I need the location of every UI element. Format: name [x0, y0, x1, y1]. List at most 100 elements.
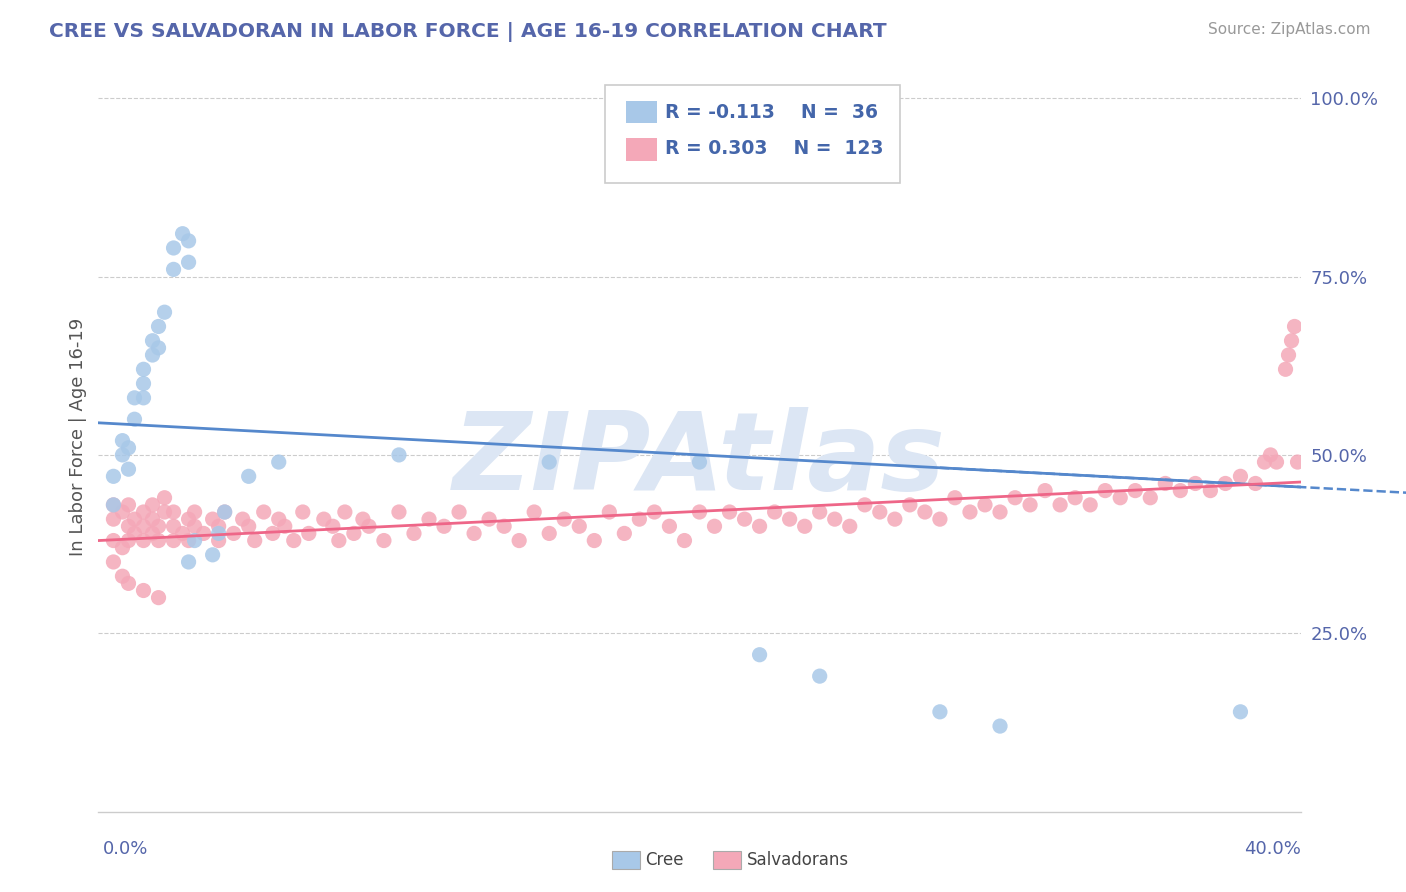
Point [357, 519, 380, 533]
Point [283, 533, 305, 548]
Point [124, 526, 146, 541]
Point [463, 526, 485, 541]
Point [111, 505, 134, 519]
Point [988, 505, 1011, 519]
Text: Source: ZipAtlas.com: Source: ZipAtlas.com [1208, 22, 1371, 37]
Point [1277, 348, 1299, 362]
Point [869, 505, 891, 519]
Point [779, 512, 801, 526]
Point [222, 526, 245, 541]
Text: 40.0%: 40.0% [1244, 840, 1301, 858]
Point [111, 434, 134, 448]
Point [1229, 469, 1251, 483]
Point [148, 319, 170, 334]
Point [208, 519, 231, 533]
Point [718, 505, 741, 519]
Point [1286, 455, 1309, 469]
Point [183, 533, 205, 548]
Point [183, 519, 205, 533]
Point [494, 519, 516, 533]
Point [208, 533, 231, 548]
Point [568, 519, 591, 533]
Point [177, 555, 200, 569]
Point [748, 519, 770, 533]
Point [103, 533, 125, 548]
Point [103, 555, 125, 569]
Point [177, 255, 200, 269]
Point [267, 455, 290, 469]
Point [974, 498, 997, 512]
Point [312, 512, 335, 526]
Point [193, 526, 215, 541]
Point [1281, 334, 1303, 348]
Text: ZIPAtlas: ZIPAtlas [453, 407, 946, 513]
Point [141, 498, 163, 512]
Point [734, 512, 756, 526]
Point [1049, 498, 1071, 512]
Point [132, 362, 155, 376]
Point [929, 705, 952, 719]
Point [141, 334, 163, 348]
Point [613, 526, 636, 541]
Point [1033, 483, 1056, 498]
Point [447, 505, 470, 519]
Point [117, 441, 139, 455]
Point [824, 512, 846, 526]
Point [132, 376, 155, 391]
Point [658, 519, 681, 533]
Point [688, 455, 710, 469]
Point [703, 519, 725, 533]
Text: Cree: Cree [645, 851, 683, 869]
Point [1109, 491, 1132, 505]
Text: R = 0.303    N =  123: R = 0.303 N = 123 [665, 139, 883, 159]
Point [1184, 476, 1206, 491]
Text: Salvadorans: Salvadorans [747, 851, 849, 869]
Point [793, 519, 815, 533]
Point [177, 533, 200, 548]
Point [183, 505, 205, 519]
Point [232, 512, 254, 526]
Point [262, 526, 284, 541]
Point [628, 512, 651, 526]
Point [111, 448, 134, 462]
Point [1094, 483, 1116, 498]
Point [238, 469, 260, 483]
Point [328, 533, 350, 548]
Point [1265, 455, 1288, 469]
Point [883, 512, 905, 526]
Point [201, 512, 224, 526]
Point [748, 648, 770, 662]
Point [1004, 491, 1026, 505]
Point [763, 505, 786, 519]
Y-axis label: In Labor Force | Age 16-19: In Labor Force | Age 16-19 [69, 318, 87, 557]
Point [162, 533, 184, 548]
Point [1260, 448, 1282, 462]
Point [243, 533, 266, 548]
Point [808, 505, 831, 519]
Point [132, 583, 155, 598]
Point [124, 412, 146, 426]
Point [523, 505, 546, 519]
Point [1139, 491, 1161, 505]
Point [988, 719, 1011, 733]
Point [214, 505, 236, 519]
Point [117, 576, 139, 591]
Point [111, 541, 134, 555]
Point [959, 505, 981, 519]
Point [162, 519, 184, 533]
Point [117, 519, 139, 533]
Point [838, 519, 860, 533]
Point [132, 519, 155, 533]
Point [1244, 476, 1267, 491]
Point [117, 498, 139, 512]
Point [1123, 483, 1146, 498]
Point [267, 512, 290, 526]
Point [111, 569, 134, 583]
Point [352, 512, 374, 526]
Point [333, 505, 356, 519]
Point [1274, 362, 1296, 376]
Point [291, 505, 314, 519]
Point [402, 526, 425, 541]
Point [1229, 705, 1251, 719]
Point [508, 533, 530, 548]
